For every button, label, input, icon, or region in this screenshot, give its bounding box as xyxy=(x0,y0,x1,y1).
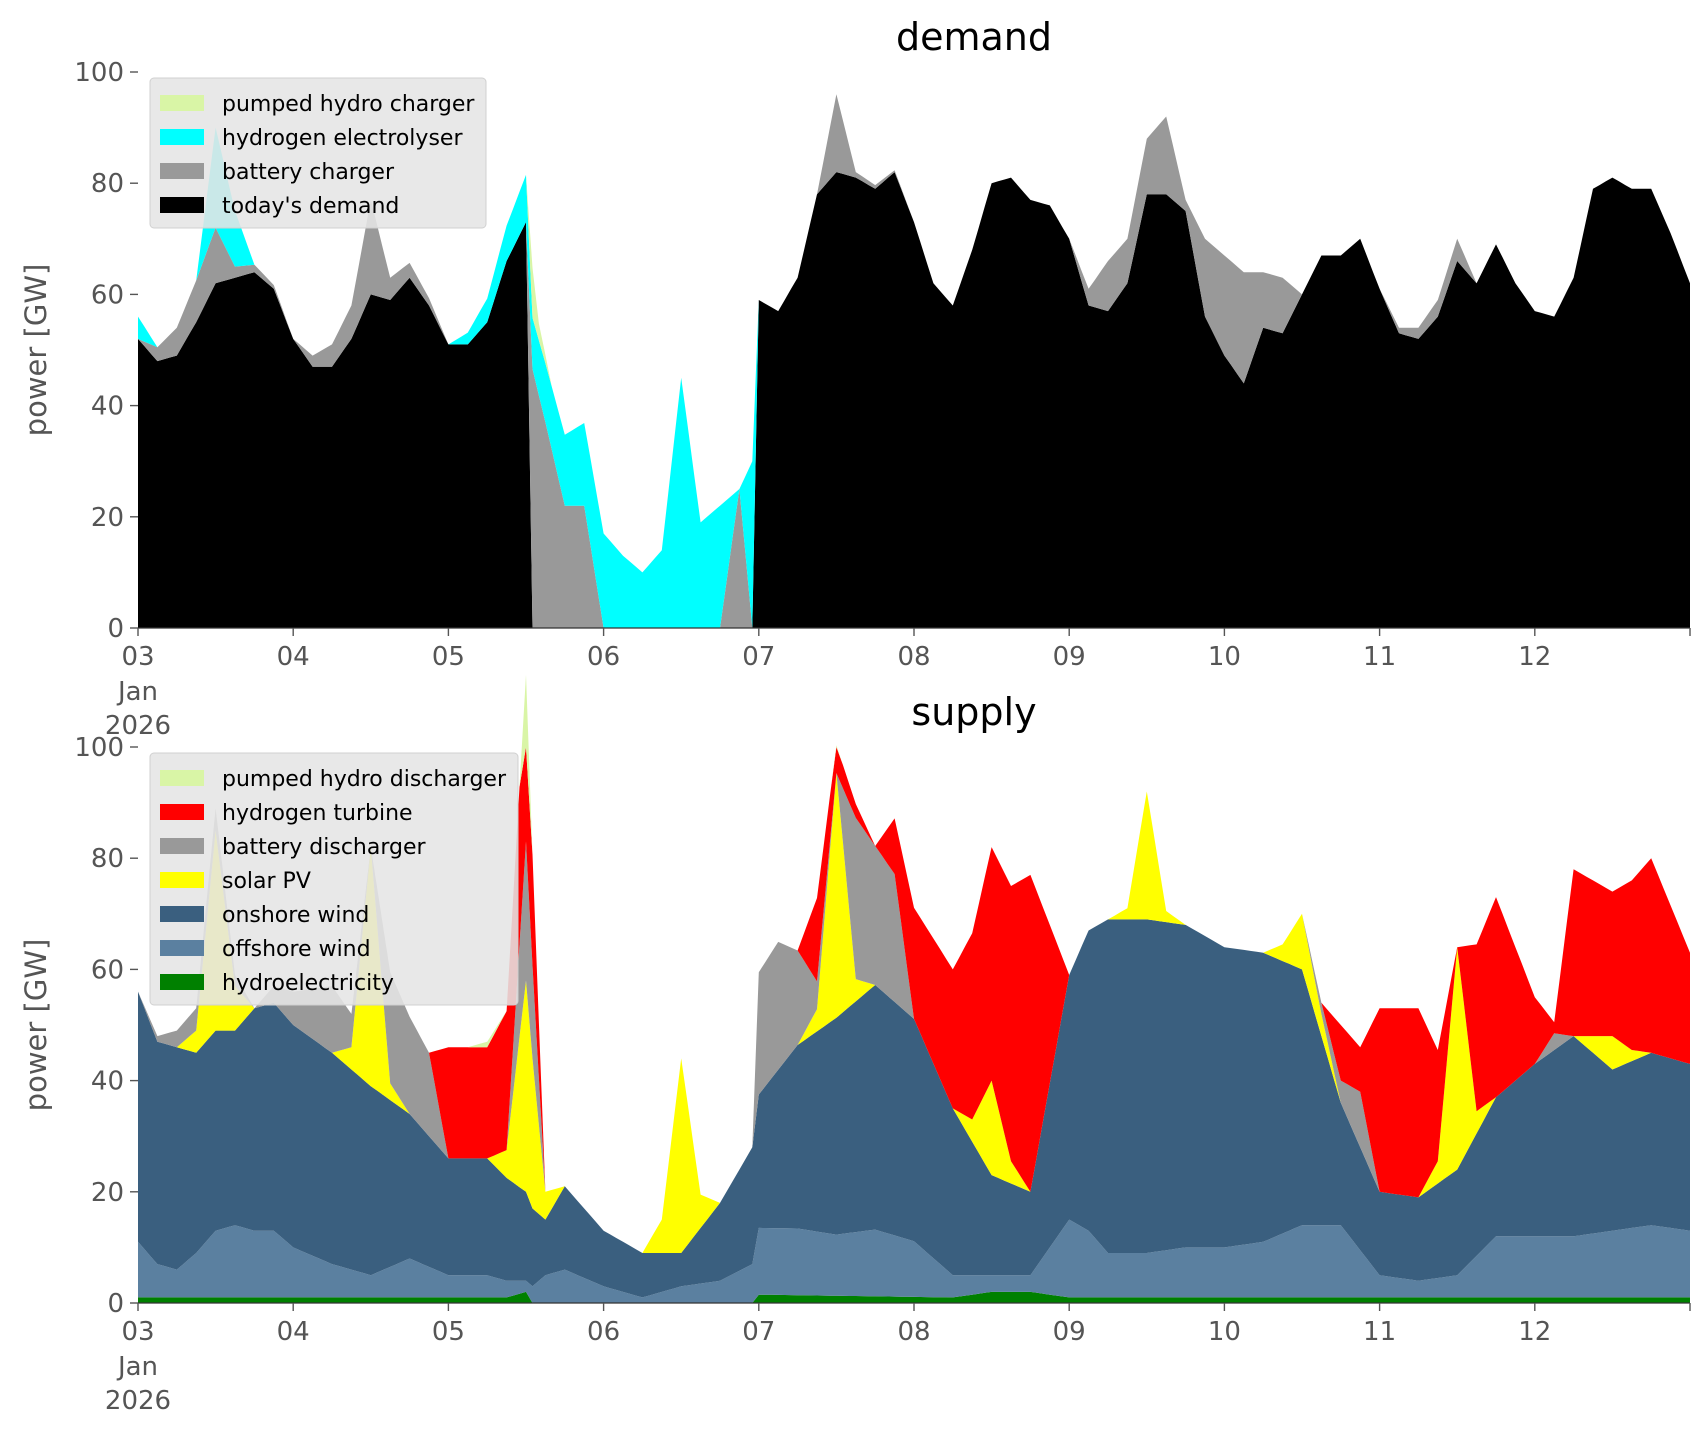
chart-title: supply xyxy=(911,690,1036,734)
x-tick-label: 03 xyxy=(121,1317,154,1347)
x-tick-label: 07 xyxy=(742,1317,775,1347)
area-hydrogen-turbine xyxy=(138,747,1690,1253)
legend-label: onshore wind xyxy=(222,903,369,928)
x-tick-label: 11 xyxy=(1363,642,1396,672)
y-tick-label: 80 xyxy=(91,844,124,874)
area-layers xyxy=(138,94,1690,628)
x-tick-sublabel: Jan xyxy=(116,677,158,707)
legend-swatch xyxy=(160,197,204,213)
legend-label: today's demand xyxy=(222,194,399,219)
x-tick-label: 09 xyxy=(1053,642,1086,672)
legend-swatch xyxy=(160,163,204,179)
x-tick-sublabel: 2026 xyxy=(105,1386,171,1416)
y-tick-label: 100 xyxy=(74,58,124,88)
y-tick-label: 20 xyxy=(91,1178,124,1208)
x-tick-sublabel: Jan xyxy=(116,1352,158,1382)
x-tick-label: 05 xyxy=(432,1317,465,1347)
x-tick-label: 12 xyxy=(1518,642,1551,672)
x-tick-label: 10 xyxy=(1208,1317,1241,1347)
x-tick-label: 04 xyxy=(277,1317,310,1347)
legend-label: offshore wind xyxy=(222,937,371,962)
y-tick-label: 40 xyxy=(91,392,124,422)
legend-swatch xyxy=(160,838,204,854)
area-today-s-demand xyxy=(138,172,1690,628)
area-layers xyxy=(138,674,1690,1303)
x-tick-label: 11 xyxy=(1363,1317,1396,1347)
legend-label: pumped hydro charger xyxy=(222,92,475,117)
legend-swatch xyxy=(160,940,204,956)
legend-swatch xyxy=(160,129,204,145)
y-tick-label: 20 xyxy=(91,503,124,533)
x-tick-label: 06 xyxy=(587,642,620,672)
legend-label: battery charger xyxy=(222,160,395,185)
x-tick-label: 09 xyxy=(1053,1317,1086,1347)
y-tick-label: 60 xyxy=(91,955,124,985)
area-offshore-wind xyxy=(138,1219,1690,1303)
y-tick-label: 0 xyxy=(107,614,124,644)
y-axis-label: power [GW] xyxy=(19,939,53,1112)
legend-label: battery discharger xyxy=(222,835,427,860)
y-axis-label: power [GW] xyxy=(19,264,53,437)
area-solar-pv xyxy=(138,773,1690,1253)
legend: pumped hydro charger hydrogen electrolyse… xyxy=(149,77,487,229)
area-battery-discharger xyxy=(138,773,1690,1253)
demand-chart: demand 0 20 40 60 80 100 power [GW] 03 Jan 2026 04 0… xyxy=(19,15,1691,741)
legend-label: hydrogen electrolyser xyxy=(222,126,463,151)
x-tick-label: 05 xyxy=(432,642,465,672)
chart-title: demand xyxy=(896,15,1052,59)
x-tick-label: 12 xyxy=(1518,1317,1551,1347)
legend-swatch xyxy=(160,770,204,786)
legend-swatch xyxy=(160,906,204,922)
y-tick-label: 80 xyxy=(91,169,124,199)
area-hydroelectricity xyxy=(138,1291,1690,1303)
x-tick-label: 07 xyxy=(742,642,775,672)
legend-swatch xyxy=(160,804,204,820)
legend: pumped hydro discharger hydrogen turbine b… xyxy=(149,752,519,1006)
area-onshore-wind xyxy=(138,919,1690,1298)
y-tick-label: 40 xyxy=(91,1067,124,1097)
y-tick-label: 0 xyxy=(107,1289,124,1319)
legend-label: solar PV xyxy=(222,869,311,894)
y-tick-label: 60 xyxy=(91,280,124,310)
x-tick-label: 06 xyxy=(587,1317,620,1347)
legend-label: hydrogen turbine xyxy=(222,801,413,826)
legend-label: pumped hydro discharger xyxy=(222,767,507,792)
legend-box xyxy=(149,77,487,229)
x-tick-label: 03 xyxy=(121,642,154,672)
legend-swatch xyxy=(160,95,204,111)
legend-label: hydroelectricity xyxy=(222,971,394,996)
x-tick-label: 08 xyxy=(897,642,930,672)
legend-swatch xyxy=(160,872,204,888)
legend-box xyxy=(149,752,519,1006)
supply-chart: supply 0 20 40 60 80 100 power [GW] 03 Jan 2026 04 0… xyxy=(19,674,1691,1416)
x-tick-label: 04 xyxy=(277,642,310,672)
x-tick-sublabel: 2026 xyxy=(105,711,171,741)
y-tick-label: 100 xyxy=(74,733,124,763)
legend-swatch xyxy=(160,974,204,990)
x-tick-label: 10 xyxy=(1208,642,1241,672)
x-tick-label: 08 xyxy=(897,1317,930,1347)
